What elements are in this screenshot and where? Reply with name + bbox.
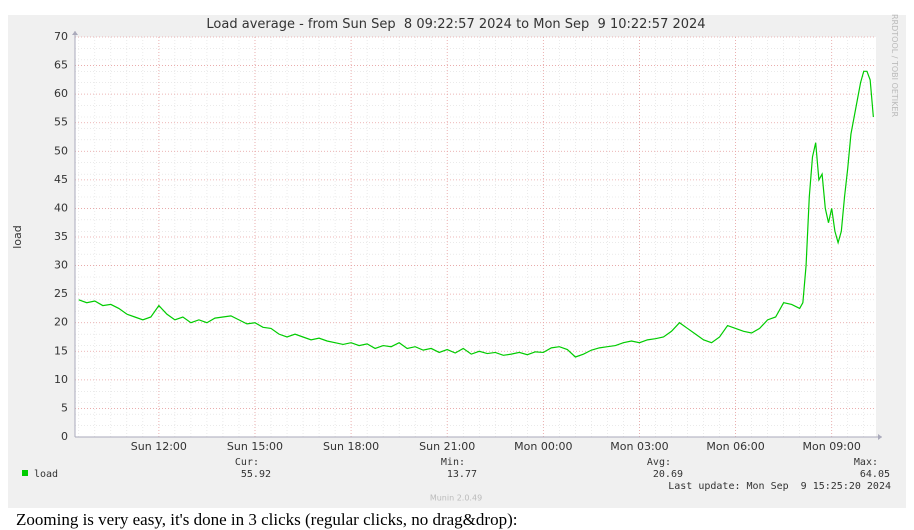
x-tick-label: Sun 15:00 [227, 440, 283, 453]
watermark: RRDTOOL / TOBI OETIKER [890, 14, 899, 117]
y-tick-label: 25 [54, 287, 68, 300]
y-tick-label: 65 [54, 59, 68, 72]
stat-label: Min: [441, 457, 465, 468]
footer: Munin 2.0.49 [430, 494, 482, 503]
plot-area [75, 37, 876, 437]
stat-label: Avg: [647, 457, 671, 468]
y-tick-label: 50 [54, 144, 68, 157]
x-tick-label: Sun 18:00 [323, 440, 379, 453]
stat-value: 64.05 [860, 469, 890, 480]
series-line [78, 70, 874, 358]
y-tick-label: 40 [54, 201, 68, 214]
page-text: Zooming is very easy, it's done in 3 cli… [16, 510, 518, 529]
y-tick-label: 35 [54, 230, 68, 243]
stat-value: 20.69 [653, 469, 683, 480]
x-tick-label: Mon 09:00 [803, 440, 861, 453]
marks [78, 70, 874, 358]
x-tick-label: Sun 12:00 [131, 440, 187, 453]
axis-arrow [878, 434, 882, 440]
y-tick-label: 55 [54, 116, 68, 129]
y-tick-label: 5 [61, 401, 68, 414]
axis-arrow [72, 31, 78, 35]
y-tick-label: 20 [54, 316, 68, 329]
stat-label: Max: [854, 457, 878, 468]
stat-value: 13.77 [447, 469, 477, 480]
legend-label: load [34, 469, 58, 480]
y-tick-label: 0 [61, 430, 68, 443]
y-tick-label: 60 [54, 87, 68, 100]
y-tick-label: 10 [54, 373, 68, 386]
y-tick-label: 30 [54, 259, 68, 272]
y-tick-label: 15 [54, 344, 68, 357]
y-tick-label: 70 [54, 30, 68, 43]
x-tick-label: Sun 21:00 [419, 440, 475, 453]
legend-swatch [22, 470, 28, 476]
y-axis-label: load [11, 225, 24, 249]
chart: Load average - from Sun Sep 8 09:22:57 2… [8, 14, 906, 508]
y-tick-label: 45 [54, 173, 68, 186]
x-tick-label: Mon 00:00 [514, 440, 572, 453]
grid: 0 5 10 15 20 25 30 35 40 45 50 55 60 65 70 Sun 12:00 Sun… [54, 30, 882, 453]
chart-title: Load average - from Sun Sep 8 09:22:57 2… [206, 17, 705, 32]
stat-label: Cur: [235, 457, 259, 468]
x-tick-label: Mon 06:00 [706, 440, 764, 453]
x-tick-label: Mon 03:00 [610, 440, 668, 453]
last-update: Last update: Mon Sep 9 15:25:20 2024 [668, 481, 891, 492]
stat-value: 55.92 [241, 469, 271, 480]
